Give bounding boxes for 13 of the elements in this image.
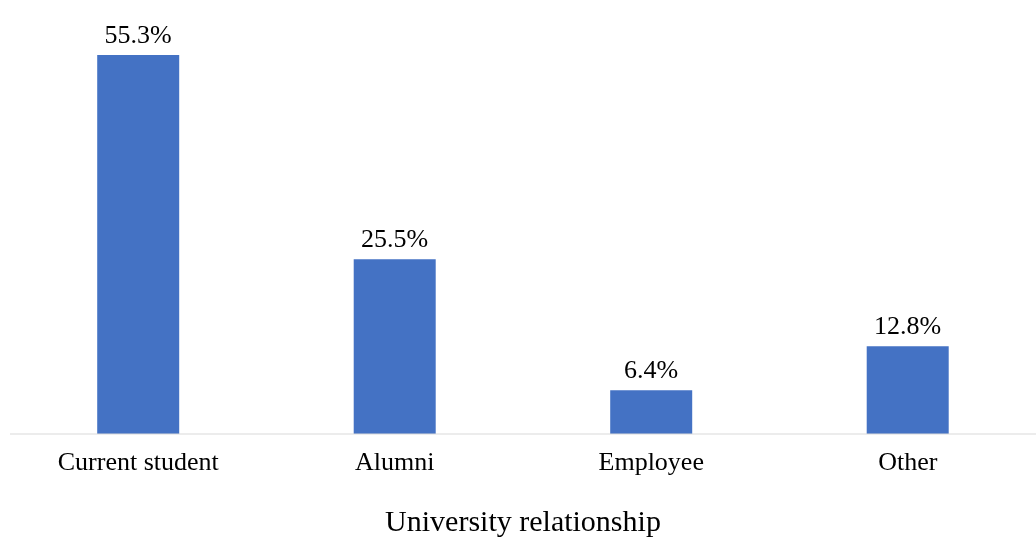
bar xyxy=(353,259,436,434)
bar xyxy=(97,55,180,434)
bar xyxy=(866,346,949,434)
bar xyxy=(610,390,693,434)
data-label: 25.5% xyxy=(361,224,429,254)
x-tick-label: Employee xyxy=(598,447,704,477)
x-tick-label: Current student xyxy=(57,447,220,477)
x-tick-label: Alumni xyxy=(355,447,435,477)
data-label: 6.4% xyxy=(624,355,679,385)
x-tick-label: Other xyxy=(878,447,938,477)
data-label: 55.3% xyxy=(104,20,172,49)
x-axis-title: University relationship xyxy=(385,504,661,537)
data-label: 12.8% xyxy=(874,311,942,341)
